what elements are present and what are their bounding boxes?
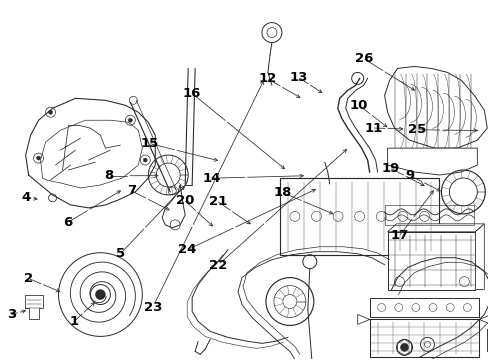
Text: 26: 26 [354, 52, 372, 65]
Polygon shape [279, 178, 439, 255]
Text: 10: 10 [349, 99, 367, 112]
Text: 15: 15 [140, 137, 158, 150]
Circle shape [95, 289, 105, 300]
Polygon shape [369, 319, 478, 357]
Text: 24: 24 [178, 243, 196, 256]
Text: 14: 14 [202, 172, 220, 185]
Polygon shape [474, 224, 483, 289]
Circle shape [143, 158, 147, 162]
Text: 16: 16 [183, 87, 201, 100]
Text: 11: 11 [364, 122, 382, 135]
Text: 8: 8 [104, 169, 113, 182]
Polygon shape [369, 298, 478, 318]
Text: 25: 25 [407, 123, 426, 136]
Circle shape [48, 110, 52, 114]
Polygon shape [387, 148, 476, 175]
Text: 3: 3 [7, 308, 16, 321]
Text: 5: 5 [116, 247, 125, 260]
Polygon shape [387, 232, 474, 289]
Text: 22: 22 [208, 259, 226, 272]
Text: 20: 20 [176, 194, 194, 207]
Text: 19: 19 [381, 162, 399, 175]
Text: 9: 9 [405, 169, 414, 182]
Text: 4: 4 [21, 191, 31, 204]
Text: 21: 21 [208, 195, 226, 208]
Text: 18: 18 [273, 186, 291, 199]
Text: 12: 12 [258, 72, 277, 85]
Polygon shape [384, 67, 487, 148]
Text: 1: 1 [69, 315, 78, 328]
Text: 13: 13 [289, 71, 307, 84]
Polygon shape [387, 224, 483, 232]
Text: 6: 6 [63, 216, 72, 229]
Circle shape [400, 343, 407, 351]
Text: 7: 7 [126, 184, 136, 197]
Text: 23: 23 [143, 301, 162, 314]
Text: 2: 2 [24, 272, 34, 285]
Circle shape [128, 118, 132, 122]
Circle shape [37, 156, 41, 160]
Text: 17: 17 [389, 229, 408, 242]
